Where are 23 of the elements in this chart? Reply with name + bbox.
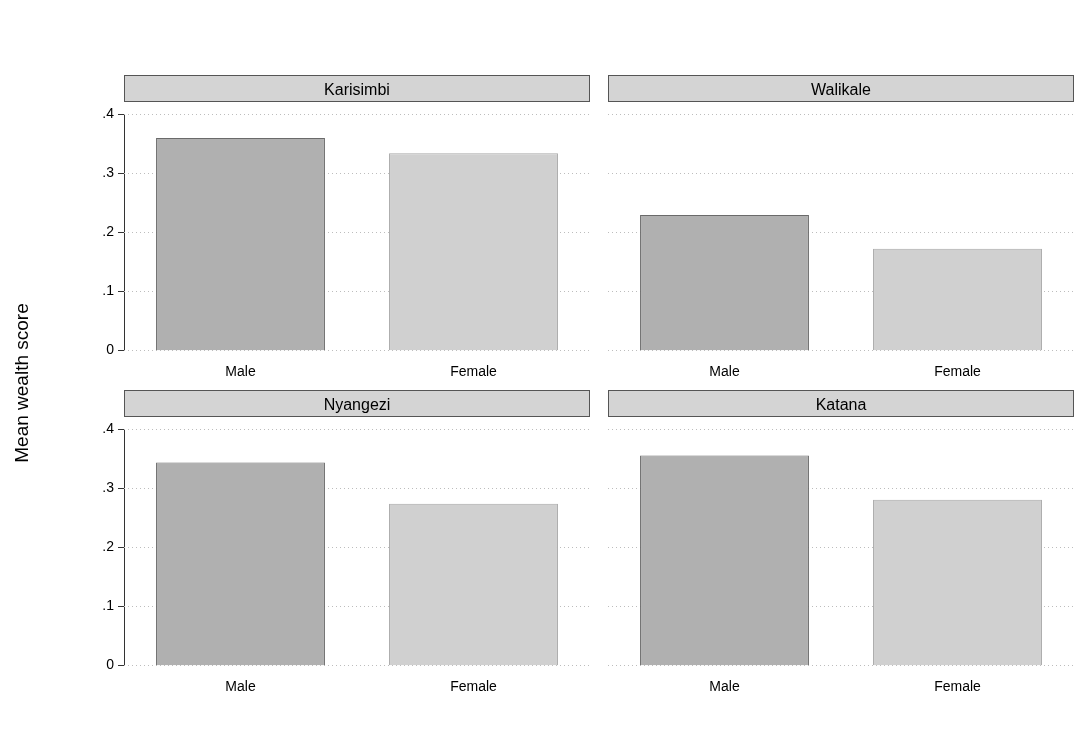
chart-title: Karisimbi — [124, 75, 590, 102]
y-tick-label: .1 — [102, 282, 115, 299]
y-tick-label: .2 — [102, 538, 115, 555]
x-tick-label: Female — [450, 363, 498, 380]
x-tick-label: Male — [225, 363, 256, 380]
chart-title: Walikale — [608, 75, 1074, 102]
chart-title: Nyangezi — [124, 390, 590, 417]
x-tick-label: Female — [934, 363, 982, 380]
y-tick-label: .3 — [102, 479, 115, 496]
x-tick-label: Female — [934, 678, 982, 695]
chart-title: Katana — [608, 390, 1074, 417]
y-tick-label: .3 — [102, 164, 115, 181]
y-tick-label: .4 — [102, 105, 115, 122]
x-tick-label: Male — [709, 678, 740, 695]
y-tick-label: 0 — [106, 656, 115, 673]
y-axis-title: Mean wealth score — [11, 303, 33, 463]
y-tick-label: .4 — [102, 420, 115, 437]
x-tick-label: Female — [450, 678, 498, 695]
y-tick-label: .1 — [102, 597, 115, 614]
x-tick-label: Male — [225, 678, 256, 695]
y-tick-label: .2 — [102, 223, 115, 240]
y-tick-label: 0 — [106, 341, 115, 358]
x-tick-label: Male — [709, 363, 740, 380]
